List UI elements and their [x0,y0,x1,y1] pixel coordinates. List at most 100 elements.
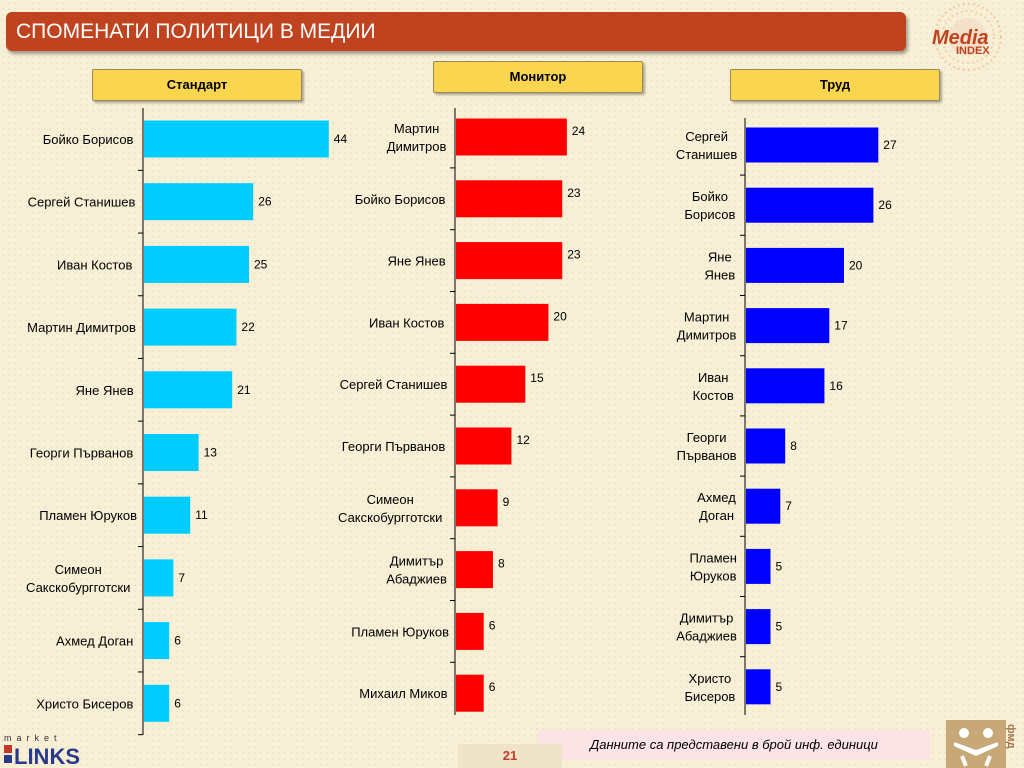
category-label: Ахмед Доган [697,490,736,523]
page-title: СПОМЕНАТИ ПОЛИТИЦИ В МЕДИИ [6,12,906,51]
data-label: 25 [254,257,268,271]
category-label: Мартин Димитров [387,121,447,154]
category-label: Сергей Станишев [340,377,448,392]
standart-label: Стандарт [92,69,302,101]
bar [746,127,879,163]
monitor-label: Монитор [433,61,643,93]
category-label: Симеон Сакскобургготски [338,492,442,525]
bar [456,612,484,650]
category-label: Георги Първанов [677,430,737,463]
data-label: 26 [258,195,272,209]
category-label: Пламен Юруков [39,508,137,523]
data-label: 6 [174,634,181,648]
bar [746,669,771,705]
data-label: 8 [498,557,505,571]
data-label: 17 [834,319,848,333]
category-label: Бойко Борисов [43,132,134,147]
fmd-logo: фмд [946,720,1017,768]
bar [144,245,249,283]
bar [144,371,233,409]
category-label: Яне Янев [388,254,446,269]
data-label: 7 [178,571,185,585]
data-label: 20 [553,309,567,323]
category-label: Пламен Юруков [351,624,449,639]
data-label: 23 [567,248,581,262]
bar [746,247,844,283]
svg-text:INDEX: INDEX [956,45,990,57]
category-label: Димитър Абаджиев [676,611,737,644]
data-label: 15 [530,371,544,385]
data-label: 23 [567,186,581,200]
data-label: 8 [790,439,797,453]
data-label: 5 [776,620,783,634]
category-label: Яне Янев [76,383,134,398]
bar [144,434,199,471]
category-label: Бойко Борисов [355,192,446,207]
category-label: Иван Костов [693,370,734,403]
data-label: 27 [883,138,897,152]
category-label: Яне Янев [704,249,735,282]
category-label: Мартин Димитров [27,320,136,335]
data-label: 11 [195,508,208,522]
bar [144,120,329,158]
bar [746,368,825,404]
category-label: Сергей Станишев [28,195,136,210]
svg-text:Media: Media [932,27,989,49]
data-label: 5 [776,559,783,573]
bar [144,622,170,660]
data-label: 20 [849,258,863,272]
svg-text:LINKS: LINKS [14,744,80,768]
category-label: Иван Костов [369,315,444,330]
bar [144,559,174,597]
category-label: Димитър Абаджиев [386,554,447,587]
bar [746,187,874,223]
category-label: Георги Първанов [30,446,134,461]
category-label: Мартин Димитров [677,310,737,343]
data-label: 5 [776,680,783,694]
category-label: Христо Бисеров [684,671,735,704]
category-label: Пламен Юруков [689,550,737,583]
category-label: Ахмед Доган [56,634,133,649]
bar [144,496,191,534]
bar [456,242,563,280]
media-index-logo: Media INDEX [932,3,1002,71]
data-label: 22 [241,320,255,334]
svg-text:фмд: фмд [1005,724,1017,749]
svg-text:market: market [4,733,62,743]
category-label: Христо Бисеров [36,696,133,711]
bar [144,183,254,221]
data-label: 44 [334,132,348,146]
data-note: Данните са представени в брой инф. едини… [538,730,930,760]
data-label: 24 [572,124,586,138]
bar [746,428,786,464]
bar [746,308,830,344]
data-label: 26 [878,198,892,212]
bar [456,303,549,341]
bar [144,308,237,346]
data-label: 13 [204,446,218,460]
data-label: 16 [829,379,843,393]
bar [456,180,563,218]
data-label: 9 [503,495,510,509]
bar [144,684,170,722]
category-label: Иван Костов [57,257,132,272]
data-label: 12 [516,433,530,447]
bar [456,489,498,527]
data-label: 21 [237,383,251,397]
bar [746,609,771,645]
category-label: Бойко Борисов [684,189,735,222]
bar [456,674,484,712]
page-number: 21 [458,744,562,768]
bar [746,548,771,584]
data-label: 6 [489,680,496,694]
bar [456,551,493,589]
bar [456,365,526,403]
category-label: Симеон Сакскобургготски [26,562,130,595]
category-label: Сергей Станишев [676,129,738,162]
trud-label: Труд [730,69,940,101]
bar [456,118,567,156]
data-label: 6 [489,618,496,632]
